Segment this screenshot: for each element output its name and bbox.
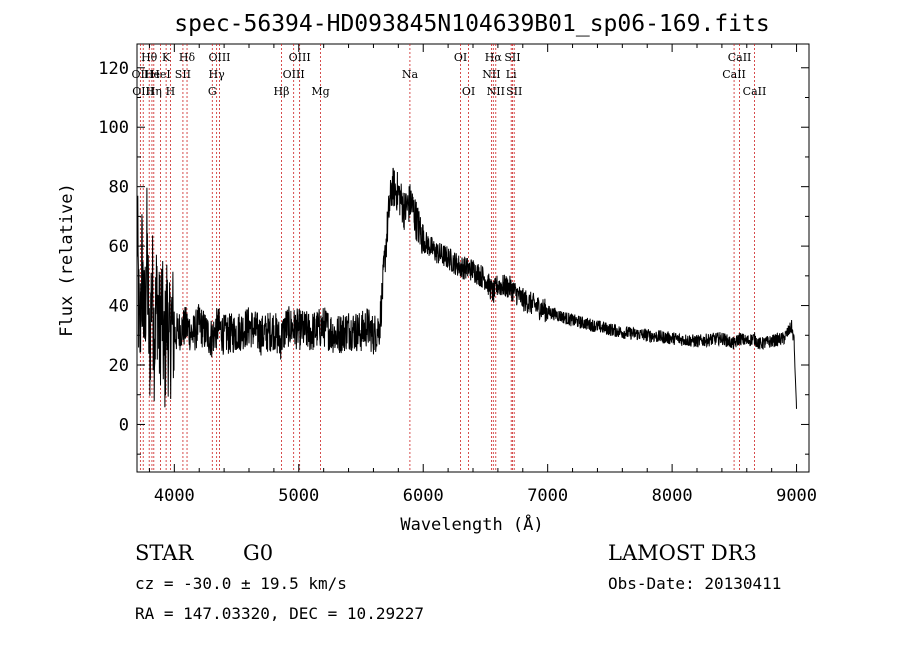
line-label-11: Hγ <box>209 68 226 81</box>
flux-series-line <box>136 167 797 409</box>
line-label-13: Hβ <box>274 85 290 98</box>
x-tick-label-5: 9000 <box>776 486 817 506</box>
line-label-21: NII <box>482 68 500 81</box>
chart-title: spec-56394-HD093845N104639B01_sp06-169.f… <box>174 11 769 37</box>
line-label-3: He <box>144 68 160 81</box>
x-tick-label-0: 4000 <box>154 486 195 506</box>
plot-frame <box>136 43 810 473</box>
line-label-5: K <box>162 51 171 64</box>
line-label-7: H <box>166 85 176 98</box>
line-label-9: Hδ <box>179 51 196 64</box>
y-tick-label-1: 20 <box>109 356 129 376</box>
coordinates: RA = 147.03320, DEC = 10.29227 <box>135 604 424 623</box>
line-label-28: CaII <box>743 85 767 98</box>
line-label-4: Hη <box>146 85 162 98</box>
line-label-17: Na <box>402 68 419 81</box>
y-tick-label-6: 120 <box>98 59 129 79</box>
line-label-22: NII <box>487 85 505 98</box>
x-axis-ticks: 4000 5000 6000 7000 8000 9000 <box>148 44 817 506</box>
line-label-8: SII <box>175 68 191 81</box>
y-axis-ticks: 0 20 40 60 80 100 120 <box>98 59 809 455</box>
line-label-16: Mg <box>311 85 329 98</box>
line-label-20: Hα <box>485 51 503 64</box>
plot-area: OII Hθ OIII He Hη K HeI H SII Hδ OIII Hγ G Hβ OIII OIII… <box>98 43 817 506</box>
y-axis-label: Flux (relative) <box>57 183 77 337</box>
y-tick-label-0: 0 <box>119 415 129 435</box>
line-label-23: SII <box>504 51 520 64</box>
line-label-10: OIII <box>208 51 230 64</box>
survey-name: LAMOST DR3 <box>608 541 757 565</box>
line-label-27: CaII <box>722 68 746 81</box>
y-tick-label-4: 80 <box>109 178 129 198</box>
y-tick-label-5: 100 <box>98 118 129 138</box>
object-class: STAR <box>135 541 194 565</box>
line-label-25: SII <box>506 85 522 98</box>
line-label-26: CaII <box>728 51 752 64</box>
spectral-line-markers <box>139 44 755 472</box>
object-subclass: G0 <box>243 541 273 565</box>
line-label-2: OIII <box>132 85 154 98</box>
line-label-18: OI <box>454 51 467 64</box>
x-tick-label-4: 8000 <box>652 486 693 506</box>
x-tick-label-1: 5000 <box>278 486 319 506</box>
redshift-value: cz = -30.0 ± 19.5 km/s <box>135 574 347 593</box>
line-label-14: OIII <box>289 51 311 64</box>
info-panel: STAR G0 LAMOST DR3 cz = -30.0 ± 19.5 km/… <box>135 541 781 623</box>
obs-date: Obs-Date: 20130411 <box>608 574 781 593</box>
x-axis-label: Wavelength (Å) <box>400 513 543 535</box>
x-tick-label-3: 7000 <box>527 486 568 506</box>
line-label-0: OII <box>132 68 150 81</box>
line-label-15: OIII <box>283 68 305 81</box>
spectral-line-labels: OII Hθ OIII He Hη K HeI H SII Hδ OIII Hγ G Hβ OIII OIII… <box>132 51 767 98</box>
line-label-24: Li <box>506 68 517 81</box>
y-tick-label-2: 40 <box>109 297 129 317</box>
line-label-12: G <box>208 85 217 98</box>
line-label-19: OI <box>462 85 475 98</box>
line-label-6: HeI <box>150 68 170 81</box>
x-tick-label-2: 6000 <box>403 486 444 506</box>
line-label-1: Hθ <box>141 51 158 64</box>
y-tick-label-3: 60 <box>109 237 129 257</box>
